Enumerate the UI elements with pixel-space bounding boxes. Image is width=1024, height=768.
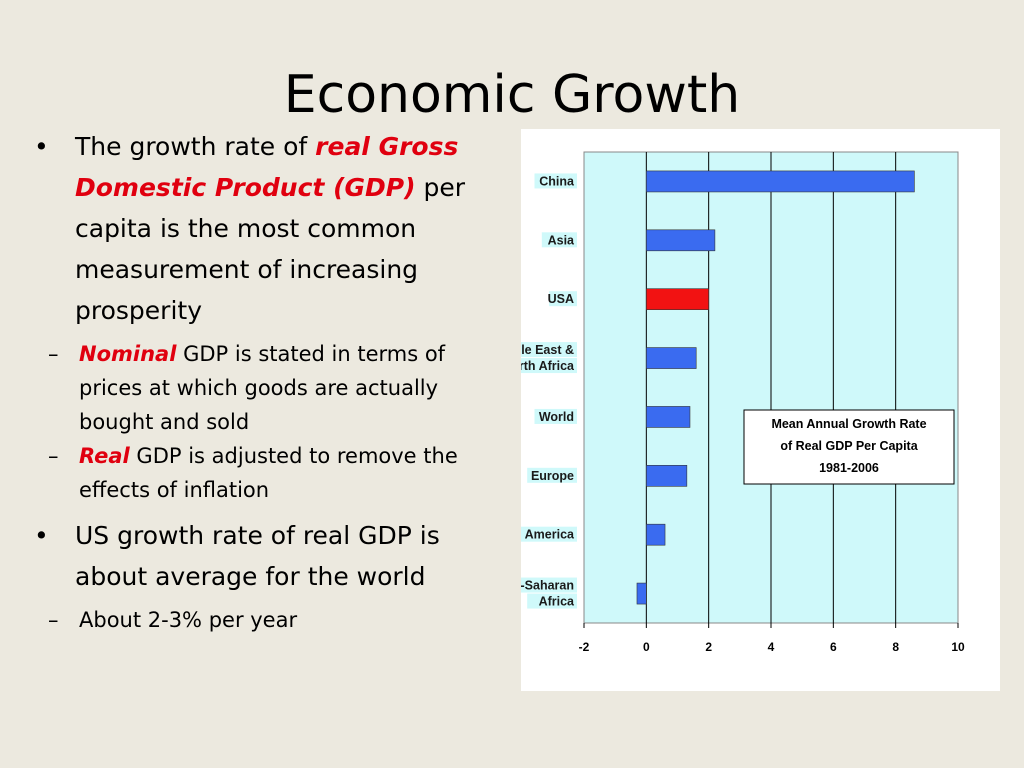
category-label: Europe: [531, 469, 574, 483]
bar: [636, 582, 647, 605]
category-label: Sub-Saharan: [521, 579, 574, 593]
sub-bullet-item: – Real GDP is adjusted to remove the effe…: [34, 439, 494, 507]
emphasis-text: Nominal: [79, 342, 177, 366]
slide-title: Economic Growth: [283, 65, 741, 125]
dash-marker: –: [48, 608, 59, 632]
sub-bullet-list: – Nominal GDP is stated in terms of price…: [34, 337, 494, 507]
x-tick-label: 8: [892, 640, 899, 654]
category-label: Middle East &: [521, 343, 574, 357]
bullet-marker: •: [34, 132, 49, 161]
chart-legend-box: [743, 409, 955, 485]
bullet-text: GDP is adjusted to remove the effects of…: [79, 444, 458, 502]
x-tick-label: 10: [951, 640, 965, 654]
bar-chart-svg: -2 0 2 4 6 8 10 China Asia USA Middle East & North …: [521, 151, 965, 654]
category-label-bg: [549, 291, 577, 307]
bullet-text: GDP is stated in terms of prices at whic…: [79, 342, 446, 434]
category-label-bg: [534, 408, 577, 424]
category-label-bg: [521, 358, 577, 374]
sub-bullet-list: – About 2-3% per year: [34, 603, 494, 637]
bullet-list: • The growth rate of real Gross Domestic …: [34, 126, 494, 645]
dash-marker: –: [48, 444, 59, 468]
bullet-marker: •: [34, 521, 49, 550]
category-label: South America: [521, 528, 575, 542]
x-tick-label: -2: [579, 640, 590, 654]
x-tick-label: 4: [768, 640, 775, 654]
category-label-bg: [541, 232, 577, 248]
chart-legend-text: 1981-2006: [819, 461, 879, 475]
category-label-bg: [521, 342, 577, 358]
x-tick-label: 6: [830, 640, 837, 654]
bar: [646, 406, 691, 428]
emphasis-text: Real: [79, 444, 130, 468]
category-label: USA: [548, 292, 574, 306]
chart-legend-text: of Real GDP Per Capita: [780, 439, 918, 453]
bar: [646, 523, 666, 546]
bullet-text: US growth rate of real GDP is about aver…: [75, 521, 440, 591]
bar: [646, 288, 709, 310]
bar: [646, 170, 915, 193]
category-label: North Africa: [521, 359, 575, 373]
bullet-text: per capita is the most common measuremen…: [75, 173, 466, 325]
bullet-item: • US growth rate of real GDP is about ave…: [34, 515, 494, 597]
category-label: China: [539, 174, 575, 188]
category-label: Africa: [539, 595, 575, 609]
category-label-bg: [527, 593, 577, 609]
category-label: Asia: [548, 233, 575, 247]
bar: [646, 229, 716, 252]
category-label-bg: [534, 173, 577, 189]
emphasis-text: real Gross Domestic Product (GDP): [75, 132, 459, 202]
growth-chart: -2 0 2 4 6 8 10 China Asia USA Middle East & North …: [521, 129, 1000, 691]
x-tick-label: 0: [643, 640, 650, 654]
x-tick-label: 2: [705, 640, 712, 654]
bar: [646, 465, 688, 487]
chart-legend-text: Mean Annual Growth Rate: [771, 417, 926, 431]
dash-marker: –: [48, 342, 59, 366]
sub-bullet-item: – About 2-3% per year: [34, 603, 494, 637]
bullet-text: About 2-3% per year: [79, 608, 298, 632]
category-label: World: [539, 410, 574, 424]
category-label-bg: [521, 577, 577, 593]
bullet-item: • The growth rate of real Gross Domestic …: [34, 126, 494, 331]
sub-bullet-item: – Nominal GDP is stated in terms of price…: [34, 337, 494, 439]
category-label-bg: [527, 467, 577, 483]
bar: [646, 347, 697, 369]
bullet-text: The growth rate of: [75, 132, 316, 161]
category-label-bg: [521, 526, 577, 542]
